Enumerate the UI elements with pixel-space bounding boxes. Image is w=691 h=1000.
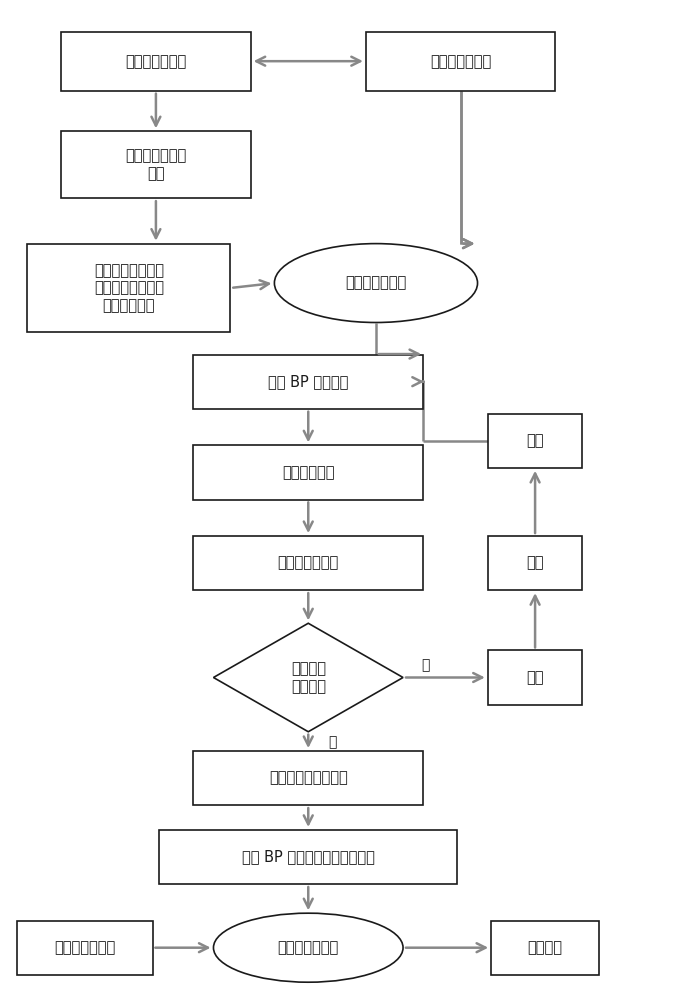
FancyBboxPatch shape [61,32,251,91]
FancyBboxPatch shape [193,355,424,409]
Text: 是: 是 [329,736,337,750]
FancyBboxPatch shape [61,131,251,198]
FancyBboxPatch shape [193,445,424,500]
Text: 提取的原始特征
向量: 提取的原始特征 向量 [125,149,187,181]
Text: 深度图像: 深度图像 [528,940,562,955]
Text: 经过逐步线性回归
和独立成分分析筛
选的特征向量: 经过逐步线性回归 和独立成分分析筛 选的特征向量 [94,263,164,313]
Text: 产生初始种群: 产生初始种群 [282,465,334,480]
FancyBboxPatch shape [17,921,153,975]
Text: 是否满足
终止条件: 是否满足 终止条件 [291,661,325,694]
Polygon shape [214,623,403,732]
Ellipse shape [274,244,477,322]
Text: 输出优化权值和阈值: 输出优化权值和阈值 [269,771,348,786]
FancyBboxPatch shape [193,751,424,805]
Text: 训练 BP 神经网络得出网络模型: 训练 BP 神经网络得出网络模型 [242,849,375,864]
Text: 交叉: 交叉 [527,556,544,571]
Text: 构建深度训练集: 构建深度训练集 [346,276,406,291]
FancyBboxPatch shape [193,536,424,590]
Text: 红外对应深度图: 红外对应深度图 [430,54,491,69]
Text: 构建深度训练集: 构建深度训练集 [278,940,339,955]
Text: 单波段红外图像: 单波段红外图像 [54,940,115,955]
FancyBboxPatch shape [160,830,457,884]
FancyBboxPatch shape [366,32,556,91]
Text: 计算适应度函数: 计算适应度函数 [278,556,339,571]
FancyBboxPatch shape [488,650,583,705]
FancyBboxPatch shape [488,536,583,590]
FancyBboxPatch shape [27,244,230,332]
FancyBboxPatch shape [491,921,599,975]
Text: 创建 BP 神经网络: 创建 BP 神经网络 [268,374,348,389]
Text: 单波段红外图像: 单波段红外图像 [125,54,187,69]
Ellipse shape [214,913,403,982]
Text: 否: 否 [422,659,430,673]
FancyBboxPatch shape [488,414,583,468]
Text: 变异: 变异 [527,433,544,448]
Text: 选择: 选择 [527,670,544,685]
